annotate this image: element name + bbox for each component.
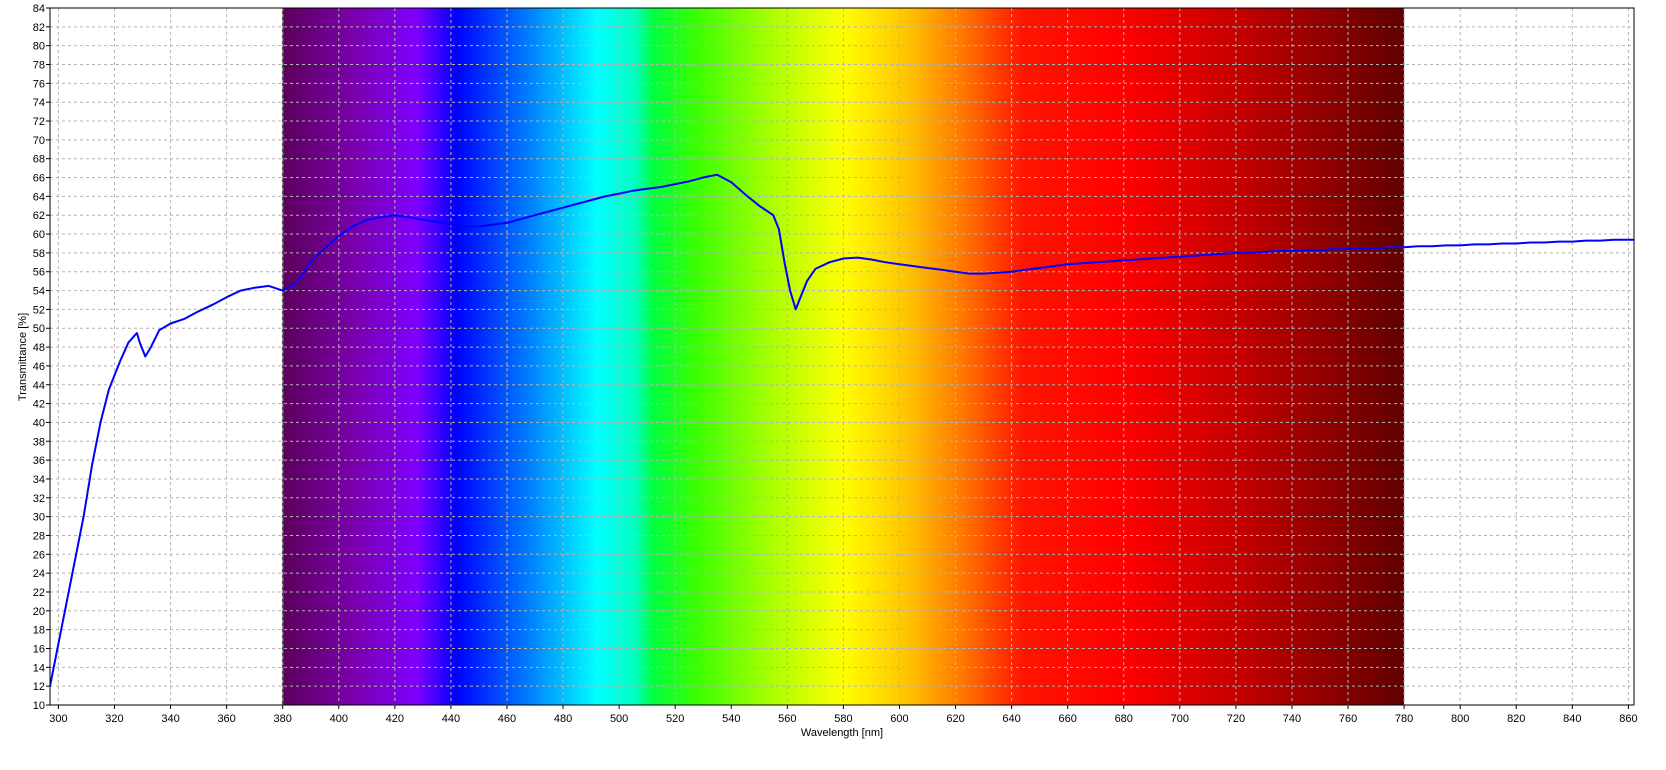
y-tick-label: 16	[33, 643, 45, 655]
y-tick-label: 48	[33, 342, 45, 354]
x-tick-label: 600	[890, 713, 908, 725]
grid-vertical	[57, 8, 1629, 705]
y-axis-title: Transmittance [%]	[17, 313, 29, 401]
x-tick-label: 500	[610, 713, 628, 725]
y-tick-label: 32	[33, 493, 45, 505]
x-tick-label: 440	[442, 713, 460, 725]
x-tick-label: 540	[722, 713, 740, 725]
x-axis-ticks: 300 320 340 360 380 400 420 440 460 480 500 520 540 5…	[49, 705, 1638, 725]
y-tick-label: 18	[33, 625, 45, 637]
x-tick-label: 340	[161, 713, 179, 725]
x-tick-label: 620	[946, 713, 964, 725]
x-tick-label: 420	[386, 713, 404, 725]
x-tick-label: 520	[666, 713, 684, 725]
x-tick-label: 780	[1395, 713, 1413, 725]
y-tick-label: 34	[33, 474, 45, 486]
y-tick-label: 54	[33, 286, 45, 298]
y-tick-label: 40	[33, 417, 45, 429]
y-tick-label: 62	[33, 210, 45, 222]
y-tick-label: 80	[33, 41, 45, 53]
y-tick-label: 38	[33, 436, 45, 448]
y-tick-label: 78	[33, 60, 45, 72]
y-tick-label: 46	[33, 361, 45, 373]
x-tick-label: 800	[1451, 713, 1469, 725]
y-tick-label: 72	[33, 116, 45, 128]
x-tick-label: 740	[1283, 713, 1301, 725]
y-tick-label: 10	[33, 700, 45, 712]
y-tick-label: 56	[33, 267, 45, 279]
y-tick-label: 26	[33, 549, 45, 561]
x-tick-label: 660	[1059, 713, 1077, 725]
x-tick-label: 460	[498, 713, 516, 725]
x-tick-label: 640	[1002, 713, 1020, 725]
y-tick-label: 70	[33, 135, 45, 147]
x-tick-label: 480	[554, 713, 572, 725]
y-tick-label: 42	[33, 399, 45, 411]
y-tick-label: 74	[33, 97, 45, 109]
x-tick-label: 300	[49, 713, 67, 725]
x-tick-label: 400	[330, 713, 348, 725]
x-tick-label: 720	[1227, 713, 1245, 725]
y-tick-label: 22	[33, 587, 45, 599]
y-tick-label: 36	[33, 455, 45, 467]
x-tick-label: 680	[1115, 713, 1133, 725]
x-tick-label: 360	[217, 713, 235, 725]
x-tick-label: 380	[274, 713, 292, 725]
x-tick-label: 560	[778, 713, 796, 725]
y-tick-label: 82	[33, 22, 45, 34]
y-tick-label: 68	[33, 154, 45, 166]
y-tick-label: 20	[33, 606, 45, 618]
y-tick-label: 24	[33, 568, 45, 580]
x-axis-title: Wavelength [nm]	[801, 727, 883, 739]
y-tick-label: 66	[33, 173, 45, 185]
x-tick-label: 840	[1563, 713, 1581, 725]
x-tick-label: 820	[1507, 713, 1525, 725]
x-tick-label: 580	[834, 713, 852, 725]
y-tick-label: 64	[33, 191, 45, 203]
transmittance-series-line	[50, 173, 1634, 687]
y-tick-label: 84	[33, 3, 45, 15]
y-tick-label: 14	[33, 662, 45, 674]
y-tick-label: 12	[33, 681, 45, 693]
grid-horizontal	[50, 7, 1634, 706]
y-tick-label: 44	[33, 380, 45, 392]
y-tick-label: 28	[33, 530, 45, 542]
x-tick-label: 860	[1619, 713, 1637, 725]
y-tick-label: 50	[33, 323, 45, 335]
y-axis-ticks: 10 12 14 16 18 20 22 24 26 28 30 32 34 36 38 40 42 44 46 48…	[33, 3, 50, 712]
y-tick-label: 58	[33, 248, 45, 260]
y-tick-label: 60	[33, 229, 45, 241]
y-tick-label: 52	[33, 304, 45, 316]
y-tick-label: 30	[33, 512, 45, 524]
x-tick-label: 700	[1171, 713, 1189, 725]
plot-frame	[49, 7, 1635, 706]
x-tick-label: 320	[105, 713, 123, 725]
x-tick-label: 760	[1339, 713, 1357, 725]
y-tick-label: 76	[33, 78, 45, 90]
